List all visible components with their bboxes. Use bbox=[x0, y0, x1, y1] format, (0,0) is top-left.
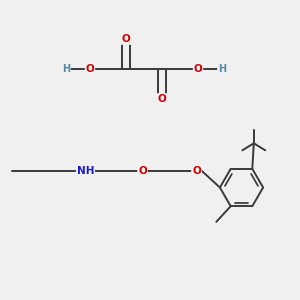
Text: NH: NH bbox=[77, 166, 94, 176]
Text: H: H bbox=[62, 64, 70, 74]
Text: O: O bbox=[85, 64, 94, 74]
Text: O: O bbox=[158, 94, 166, 104]
Text: O: O bbox=[194, 64, 202, 74]
Text: O: O bbox=[122, 34, 130, 44]
Text: H: H bbox=[218, 64, 226, 74]
Text: O: O bbox=[138, 166, 147, 176]
Text: O: O bbox=[192, 166, 201, 176]
